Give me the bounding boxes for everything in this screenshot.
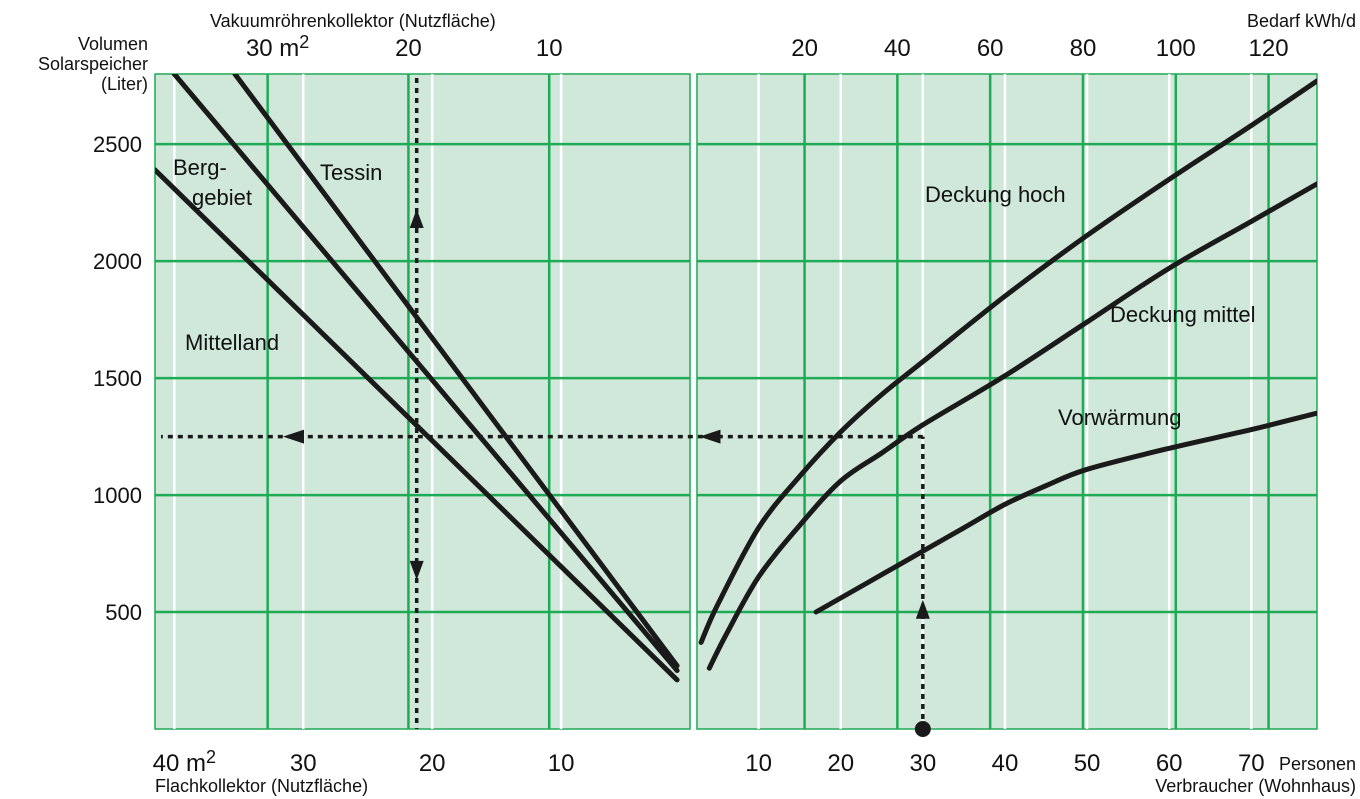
right-top-tick-label: 100: [1156, 35, 1196, 62]
y-axis-title-line1: Volumen: [78, 34, 148, 54]
series-label-vorwaermung: Vorwärmung: [1058, 405, 1182, 430]
series-label-mittelland: Mittelland: [185, 330, 279, 355]
series-label-berggebiet-line1: Berg-: [173, 155, 227, 180]
right-top-tick-label: 80: [1070, 35, 1097, 62]
right-top-tick-label: 120: [1249, 35, 1289, 62]
left-curves: [155, 74, 680, 683]
left-top-tick-label: 10: [536, 35, 563, 62]
right-top-tick-labels: 20 40 60 80 100 120: [791, 35, 1288, 62]
example-arrow-down-left: [409, 560, 424, 580]
y-tick-label: 1500: [93, 366, 142, 391]
series-line: [155, 167, 680, 683]
series-line: [813, 410, 1317, 615]
series-label-deckung-mittel: Deckung mittel: [1110, 302, 1256, 327]
left-bottom-unit-superscript: 2: [206, 747, 216, 767]
example-guide-layer: [161, 78, 931, 737]
y-tick-label: 1000: [93, 483, 142, 508]
series-line: [171, 74, 680, 673]
right-bottom-axis-title-line2: Verbraucher (Wohnhaus): [1155, 776, 1356, 796]
series-label-tessin: Tessin: [320, 160, 382, 185]
series-line: [232, 74, 680, 669]
left-bottom-tick-label: 20: [419, 750, 446, 777]
right-panel: [696, 73, 1318, 730]
left-bottom-tick-label: 30: [290, 750, 317, 777]
series-line: [698, 78, 1317, 645]
series-line: [706, 181, 1317, 671]
right-top-tick-label: 60: [977, 35, 1004, 62]
example-start-dot: [914, 721, 931, 737]
y-axis-title-line2: Solarspeicher: [38, 54, 148, 74]
right-top-tick-label: 20: [791, 35, 818, 62]
right-bottom-tick-label: 10: [745, 750, 772, 777]
right-top-axis-title: Bedarf kWh/d: [1247, 11, 1356, 31]
right-top-tick-label: 40: [884, 35, 911, 62]
y-axis-title-line3: (Liter): [101, 74, 148, 94]
right-bottom-tick-label: 70: [1238, 750, 1265, 777]
y-tick-labels: 500 1000 1500 2000 2500: [93, 132, 142, 625]
left-top-tick-labels: 30 m2 20 10: [246, 32, 563, 62]
left-bottom-tick-value: 40 m: [153, 750, 206, 777]
y-tick-label: 2000: [93, 249, 142, 274]
left-bottom-tick-label: 40 m2: [153, 747, 216, 777]
example-arrow-left-left-panel: [283, 429, 304, 444]
right-bottom-tick-label: 30: [909, 750, 936, 777]
left-top-axis-title: Vakuumröhrenkollektor (Nutzfläche): [210, 11, 496, 31]
right-bottom-tick-label: 50: [1074, 750, 1101, 777]
left-bottom-tick-labels: 40 m2 30 20 10: [153, 747, 575, 777]
example-arrow-left-right-panel: [699, 429, 721, 444]
left-panel: [154, 73, 691, 730]
right-curves: [698, 78, 1317, 671]
right-bottom-tick-labels: 10 20 30 40 50 60 70: [745, 750, 1264, 777]
right-bottom-axis-title-line1: Personen: [1279, 754, 1356, 774]
right-bottom-tick-label: 20: [827, 750, 854, 777]
left-bottom-tick-label: 10: [548, 750, 575, 777]
series-label-berggebiet-line2: gebiet: [192, 185, 252, 210]
left-top-unit-superscript: 2: [299, 32, 309, 52]
y-tick-label: 2500: [93, 132, 142, 157]
left-top-tick-value: 30 m: [246, 35, 299, 62]
curve-layer: [155, 74, 1317, 683]
left-bottom-axis-title: Flachkollektor (Nutzfläche): [155, 776, 368, 796]
series-label-deckung-hoch: Deckung hoch: [925, 182, 1066, 207]
example-arrow-up-right: [915, 599, 930, 619]
y-tick-label: 500: [105, 600, 142, 625]
right-bottom-tick-label: 40: [992, 750, 1019, 777]
left-top-tick-label: 20: [395, 35, 422, 62]
right-bottom-tick-label: 60: [1156, 750, 1183, 777]
example-arrow-up-left: [409, 209, 424, 229]
left-top-tick-label: 30 m2: [246, 32, 309, 62]
